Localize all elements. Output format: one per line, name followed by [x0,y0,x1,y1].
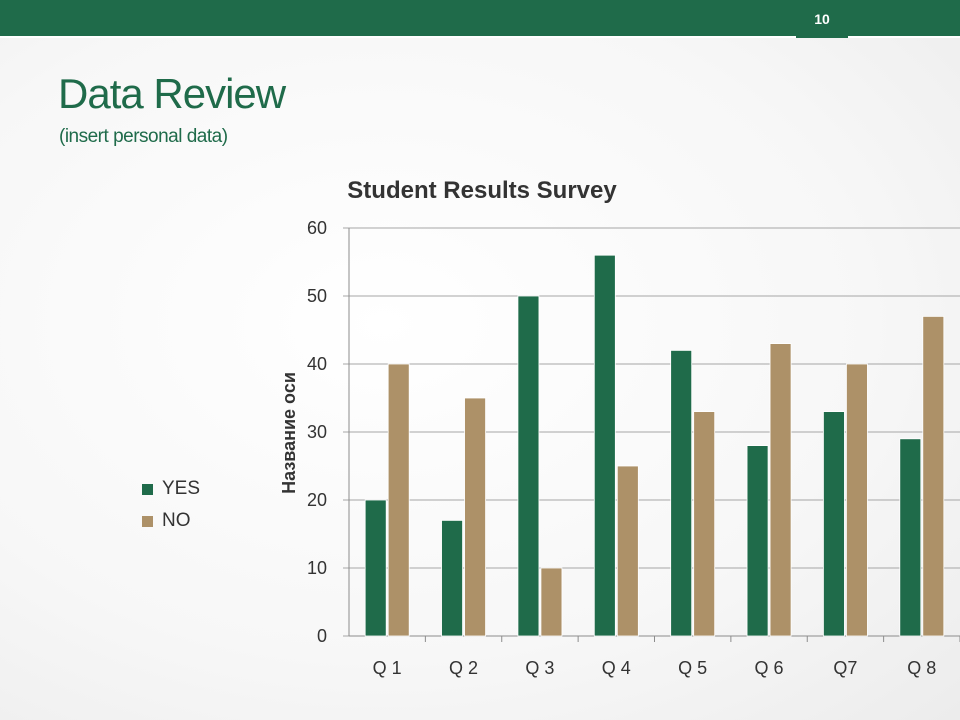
bar-yes-7 [823,411,845,637]
legend-label-no: NO [162,510,191,531]
bar-yes-4 [593,254,616,637]
slide-subtitle: (insert personal data) [59,126,228,147]
bar-no-7 [846,363,868,637]
bar-yes-8 [899,438,922,637]
x-category-label: Q 1 [373,658,402,678]
bar-no-8 [922,315,945,637]
bar-no-2 [464,397,486,637]
x-category-label: Q 2 [449,658,478,678]
x-category-label: Q7 [833,658,857,678]
bar-no-1 [387,363,410,637]
x-category-label: Q 3 [525,658,554,678]
bars [364,254,945,637]
x-category-label: Q 5 [678,658,707,678]
bar-yes-3 [517,295,540,637]
y-tick-label: 30 [307,422,327,442]
slide-number: 10 [796,0,848,38]
x-category-label: Q 4 [602,658,631,678]
bar-yes-2 [441,520,463,637]
y-tick-label: 20 [307,490,327,510]
bar-no-5 [693,411,716,637]
bar-yes-5 [670,349,693,637]
bar-no-3 [540,567,563,637]
y-axis-title: Название оси [279,372,299,494]
axis-labels: 0 10 20 30 40 50 60 Q 1 Q 2 Q 3 Q 4 Q 5 Q 6 Q7 Q 8 [307,218,936,678]
y-tick-label: 60 [307,218,327,238]
bar-no-4 [616,465,639,637]
top-bar-divider [0,36,960,38]
y-tick-label: 0 [317,626,327,646]
bar-yes-6 [746,445,769,637]
legend-label-yes: YES [162,478,201,499]
bar-no-6 [769,343,792,637]
slide-title: Data Review [58,70,286,117]
chart-title: Student Results Survey [347,177,617,204]
y-tick-label: 40 [307,354,327,374]
legend-swatch-yes [142,484,153,495]
x-category-label: Q 6 [755,658,784,678]
x-category-label: Q 8 [907,658,936,678]
bar-yes-1 [364,499,387,637]
y-tick-label: 50 [307,286,327,306]
y-tick-label: 10 [307,558,327,578]
legend-swatch-no [142,516,153,527]
